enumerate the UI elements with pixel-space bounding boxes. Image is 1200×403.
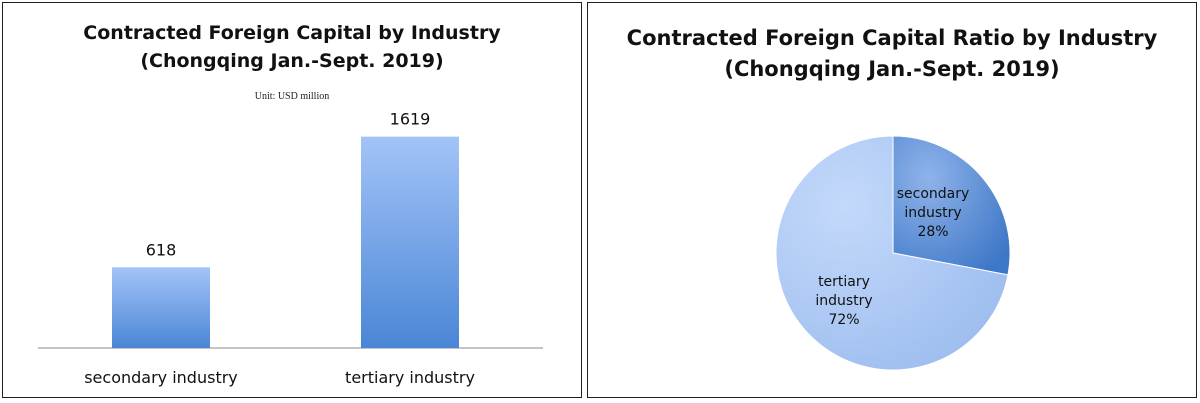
pie-chart-svg: secondary industry 28% tertiary industry 72% [775, 135, 1011, 371]
pie-chart-title-line-1: Contracted Foreign Capital Ratio by Indu… [626, 26, 1158, 50]
bar-2 [361, 136, 459, 348]
x-tick-label-2: tertiary industry [345, 368, 475, 387]
pie-slice-label-2: tertiary industry 72% [815, 274, 872, 328]
bar-chart-svg: 618 secondary industry 1619 tertiary indust… [38, 110, 543, 387]
bar-value-label-2: 1619 [390, 110, 431, 129]
bar-chart-title-line-1: Contracted Foreign Capital by Industry [83, 22, 501, 44]
bar-1 [112, 267, 210, 348]
bar-chart-unit-label: Unit: USD million [254, 91, 330, 102]
pie-chart-title-line-2: (Chongqing Jan.-Sept. 2019) [724, 57, 1060, 81]
bar-chart-title-line-2: (Chongqing Jan.-Sept. 2019) [140, 50, 444, 72]
bar-chart-title: Contracted Foreign Capital by Industry (… [3, 19, 581, 75]
bar-value-label-1: 618 [146, 240, 177, 259]
pie-slice-2 [775, 135, 1009, 371]
pie-chart-title: Contracted Foreign Capital Ratio by Indu… [588, 23, 1196, 85]
x-tick-label-1: secondary industry [84, 368, 238, 387]
bar-chart-panel: Contracted Foreign Capital by Industry (… [2, 2, 582, 398]
pie-chart-panel: Contracted Foreign Capital Ratio by Indu… [587, 2, 1197, 398]
pie-slice-label-1: secondary industry 28% [897, 186, 970, 240]
pie-slice-1 [892, 135, 1011, 276]
